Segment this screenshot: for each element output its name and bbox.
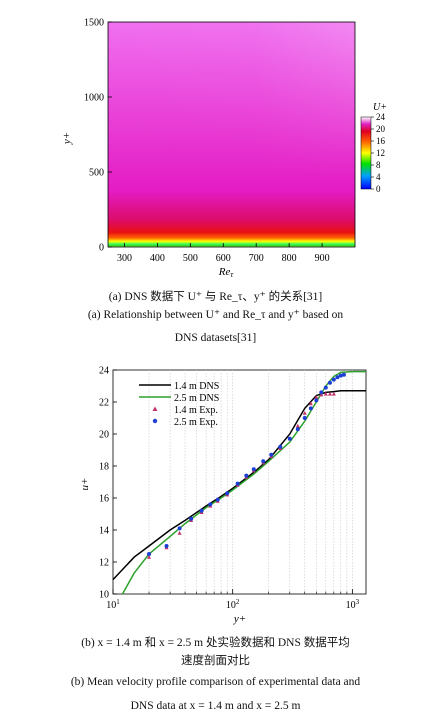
heatmap-x-tick-label: 300: [117, 253, 132, 264]
series-point-14-m-exp: [319, 392, 324, 397]
legend-label-1.4m-exp: 1.4 m Exp.: [174, 405, 218, 416]
velocity-x-tick-label: 102: [226, 598, 240, 611]
series-line-25-m-dns: [121, 370, 366, 595]
series-point-14-m-exp: [302, 411, 307, 415]
heatmap-x-tick-label: 400: [150, 253, 165, 264]
series-point-14-m-exp: [147, 555, 152, 559]
velocity-y-tick-label: 12: [99, 558, 109, 569]
heatmap-x-label: Reτ: [218, 266, 235, 279]
series-point-25-m-exp: [147, 552, 152, 556]
series-point-25-m-exp: [189, 516, 194, 521]
caption-b-zh-2: 速度剖面对比: [181, 655, 250, 667]
legend-label-2.5m-dns: 2.5 m DNS: [174, 393, 219, 404]
series-point-25-m-exp: [208, 502, 213, 507]
series-point-25-m-exp: [323, 385, 328, 390]
velocity-plot-frame: [112, 369, 367, 595]
legend-swatch-1.4m-exp: [152, 406, 158, 411]
colorbar: [360, 116, 372, 190]
series-point-14-m-exp: [323, 391, 328, 396]
series-point-25-m-exp: [235, 481, 240, 486]
series-point-25-m-exp: [341, 372, 346, 377]
velocity-y-tick-label: 22: [99, 398, 109, 409]
heatmap-y-tick-label: 0: [99, 243, 104, 254]
velocity-legend: 1.4 m DNS 2.5 m DNS 1.4 m Exp. 2.5 m Exp…: [139, 381, 219, 428]
series-point-25-m-exp: [164, 544, 169, 548]
heatmap-x-tick-label: 900: [315, 253, 330, 264]
series-point-25-m-exp: [287, 436, 292, 441]
heatmap-y-tick-label: 1000: [84, 93, 104, 104]
heatmap-chart: 300 400 500 600 700 800 900 0 500 1000 1500 y+ Reτ…: [61, 18, 387, 280]
caption-b-en-1: (b) Mean velocity profile comparison of …: [70, 676, 361, 688]
caption-b-en-2: DNS data at x = 1.4 m and x = 2.5 m: [130, 700, 301, 712]
series-point-25-m-exp: [308, 406, 313, 411]
series-point-14-m-exp: [308, 401, 313, 406]
velocity-y-tick-label: 18: [99, 462, 109, 473]
velocity-x-tick-label: 103: [346, 598, 360, 611]
heatmap-y-tick-label: 500: [89, 168, 104, 179]
heatmap-y-tick-label: 1500: [84, 18, 104, 29]
series-point-14-m-exp: [314, 395, 319, 399]
velocity-y-tick-label: 20: [99, 430, 109, 441]
heatmap-x-tick-label: 800: [282, 253, 297, 264]
colorbar-ticks: 0 4 8 12 16 20 24: [371, 112, 386, 194]
velocity-y-tick-label: 24: [99, 366, 109, 377]
legend-label-2.5m-exp: 2.5 m Exp.: [174, 417, 218, 428]
heatmap-x-tick-label: 600: [216, 253, 231, 264]
colorbar-tick-label: 8: [376, 160, 381, 170]
colorbar-tick-label: 24: [376, 112, 386, 122]
velocity-x-label: y+: [233, 613, 246, 625]
colorbar-tick-label: 0: [376, 184, 381, 194]
series-point-25-m-exp: [319, 390, 324, 395]
velocity-profile-chart: 101 102 103 10 12 14 16 18 20 22 24 u+ y+ 1.4 m DN…: [79, 366, 367, 625]
series-line-14-m-dns: [112, 390, 366, 581]
caption-b-zh-1: (b) x = 1.4 m 和 x = 2.5 m 处实验数据和 DNS 数据平…: [81, 637, 350, 649]
heatmap-x-tick-label: 500: [183, 253, 198, 264]
series-point-25-m-exp: [177, 526, 182, 531]
series-point-25-m-exp: [314, 398, 319, 403]
colorbar-tick-label: 16: [376, 136, 386, 146]
series-point-25-m-exp: [225, 491, 230, 496]
series-point-25-m-exp: [251, 467, 256, 472]
series-point-25-m-exp: [331, 377, 336, 382]
velocity-y-tick-label: 10: [99, 590, 109, 601]
heatmap-x-tick-label: 700: [249, 253, 264, 264]
caption-a-zh: (a) DNS 数据下 U⁺ 与 Re_τ、y⁺ 的关系[31]: [108, 291, 323, 303]
caption-a-en-2: DNS datasets[31]: [174, 332, 257, 344]
series-point-25-m-exp: [261, 459, 266, 464]
series-point-25-m-exp: [302, 416, 307, 420]
colorbar-tick-label: 4: [376, 172, 381, 182]
velocity-y-tick-label: 14: [99, 526, 109, 537]
series-point-25-m-exp: [295, 427, 300, 432]
series-point-25-m-exp: [215, 497, 220, 502]
series-point-25-m-exp: [269, 452, 274, 457]
velocity-y-label: u+: [79, 478, 91, 491]
series-point-14-m-exp: [327, 391, 332, 396]
velocity-y-tick-label: 16: [99, 494, 109, 505]
velocity-x-tick-label: 101: [106, 598, 120, 611]
colorbar-tick-label: 12: [376, 148, 385, 158]
legend-swatch-2.5m-exp: [152, 418, 158, 424]
series-point-14-m-exp: [177, 531, 182, 535]
series-point-14-m-exp: [331, 391, 336, 396]
series-point-25-m-exp: [335, 375, 340, 380]
caption-a-en-1: (a) Relationship between U⁺ and Re_τ and…: [87, 309, 344, 321]
series-point-14-m-exp: [295, 423, 300, 428]
series-point-25-m-exp: [278, 444, 283, 449]
colorbar-tick-label: 20: [376, 124, 386, 134]
heatmap-y-label: y+: [61, 132, 73, 145]
series-point-25-m-exp: [199, 508, 204, 513]
series-point-25-m-exp: [338, 373, 343, 378]
legend-label-1.4m-dns: 1.4 m DNS: [174, 381, 219, 392]
series-point-25-m-exp: [244, 473, 249, 478]
colorbar-title: U+: [373, 102, 387, 113]
series-point-25-m-exp: [327, 380, 332, 385]
